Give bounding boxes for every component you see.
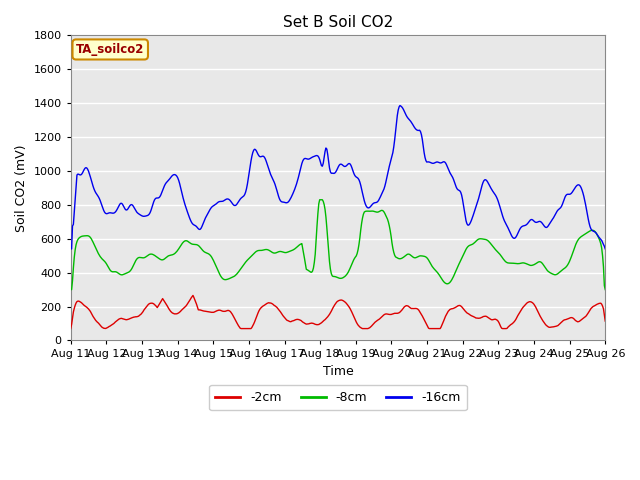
Title: Set B Soil CO2: Set B Soil CO2	[283, 15, 393, 30]
Legend: -2cm, -8cm, -16cm: -2cm, -8cm, -16cm	[209, 385, 467, 410]
X-axis label: Time: Time	[323, 365, 353, 378]
Text: TA_soilco2: TA_soilco2	[76, 43, 145, 56]
Y-axis label: Soil CO2 (mV): Soil CO2 (mV)	[15, 144, 28, 232]
